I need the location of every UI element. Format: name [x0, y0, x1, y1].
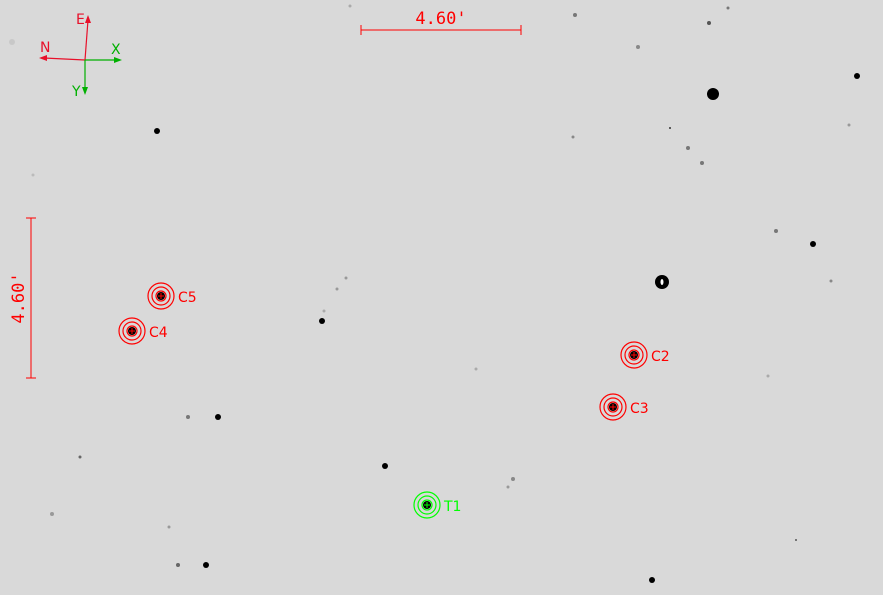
scale-bar-vertical	[26, 217, 36, 379]
aperture-ring	[620, 341, 648, 369]
aperture-ring	[118, 317, 146, 345]
star	[506, 485, 510, 489]
x-arrow-icon	[114, 57, 122, 63]
star	[203, 562, 209, 568]
star	[9, 39, 15, 45]
aperture-ring	[607, 401, 619, 413]
star	[573, 13, 577, 17]
star	[636, 45, 640, 49]
aperture-c5[interactable]: C5	[147, 282, 197, 310]
star	[344, 276, 348, 280]
star	[335, 287, 339, 291]
star	[669, 127, 671, 129]
aperture-c3[interactable]: C3	[599, 393, 649, 421]
star	[511, 477, 515, 481]
aperture-c4[interactable]: C4	[118, 317, 168, 345]
aperture-label: C5	[178, 290, 197, 306]
east-arrow-icon	[85, 15, 91, 23]
aperture-ring	[599, 393, 627, 421]
compass-north-label: N	[40, 40, 50, 56]
star	[382, 463, 388, 469]
star	[649, 577, 655, 583]
aperture-ring	[147, 282, 175, 310]
scale-bar-vertical-label: 4.60'	[9, 272, 29, 323]
star	[707, 21, 711, 25]
star	[766, 374, 770, 378]
star	[50, 512, 54, 516]
aperture-ring	[413, 491, 441, 519]
y-arrow-icon	[82, 87, 88, 95]
star	[176, 563, 180, 567]
north-arrow-icon	[39, 55, 47, 61]
aperture-ring	[155, 290, 167, 302]
aperture-c2[interactable]: C2	[620, 341, 670, 369]
star	[810, 241, 816, 247]
aperture-label: C3	[630, 401, 649, 417]
aperture-ring	[126, 325, 138, 337]
aperture-ring	[417, 495, 437, 515]
aperture-ring	[151, 286, 171, 306]
star	[215, 414, 221, 420]
aperture-label: C2	[651, 349, 670, 365]
star	[186, 415, 190, 419]
centroid-cross-icon	[424, 502, 430, 508]
aperture-ring	[122, 321, 142, 341]
star	[474, 367, 478, 371]
star	[686, 146, 690, 150]
aperture-label: T1	[443, 499, 461, 515]
star	[154, 128, 160, 134]
centroid-cross-icon	[631, 352, 637, 358]
star	[571, 135, 575, 139]
star	[795, 539, 797, 541]
aperture-ring	[421, 499, 433, 511]
aperture-t1[interactable]: T1	[413, 491, 461, 519]
compass: E N X Y	[39, 12, 122, 100]
saturated-core	[660, 279, 664, 285]
scale-bar-horizontal	[360, 25, 522, 35]
star	[348, 4, 352, 8]
star	[78, 455, 82, 459]
centroid-cross-icon	[158, 293, 164, 299]
star	[707, 88, 719, 100]
aperture-ring	[603, 397, 623, 417]
star	[700, 161, 704, 165]
centroid-cross-icon	[610, 404, 616, 410]
compass-y-label: Y	[71, 84, 81, 100]
star	[31, 173, 35, 177]
compass-x-label: X	[111, 42, 121, 58]
aperture-ring	[628, 349, 640, 361]
star	[847, 123, 851, 127]
star	[319, 318, 325, 324]
aperture-ring	[624, 345, 644, 365]
scale-bar-horizontal-label: 4.60'	[415, 9, 466, 29]
compass-east-label: E	[76, 12, 85, 28]
star	[726, 6, 730, 10]
star	[774, 229, 778, 233]
centroid-cross-icon	[129, 328, 135, 334]
star	[167, 525, 171, 529]
star	[854, 73, 860, 79]
star	[829, 279, 833, 283]
star	[322, 309, 326, 313]
aperture-label: C4	[149, 325, 168, 341]
apertures[interactable]: T1 C2 C3 C4 C5	[118, 282, 670, 519]
